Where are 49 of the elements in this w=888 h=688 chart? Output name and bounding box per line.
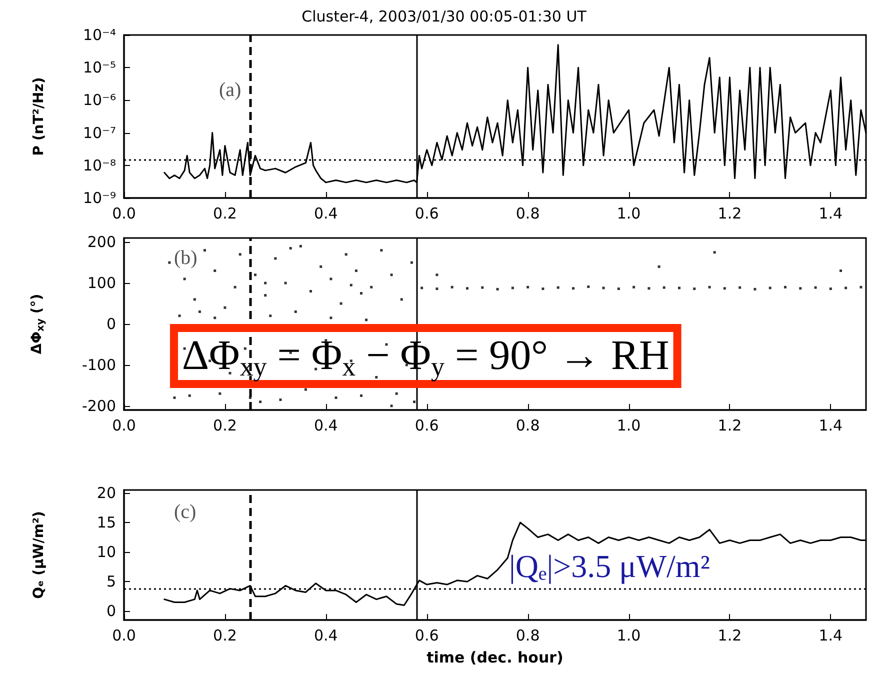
x-tick-label: 1.4	[818, 204, 843, 222]
y-tick-label: 10⁻⁶	[82, 91, 116, 110]
y-tick-label: 5	[106, 572, 116, 591]
y-tick-label: 0	[106, 315, 116, 333]
annotation: (a)	[219, 79, 242, 101]
annotation: (c)	[174, 501, 196, 523]
y-tick-label: 200	[87, 233, 116, 252]
x-axis-title: time (dec. hour)	[426, 648, 564, 666]
x-tick-label: 1.2	[718, 204, 742, 222]
x-tick-label: 0.6	[414, 204, 439, 222]
y-tick-label: -200	[82, 396, 116, 415]
x-tick-label: 0.2	[213, 204, 237, 222]
y-tick-label: -100	[82, 356, 116, 374]
y-tick-label: 10⁻⁷	[82, 124, 116, 142]
x-tick-label: 0.4	[314, 204, 338, 222]
x-tick-label: 0.6	[414, 626, 439, 644]
x-tick-label: 0.6	[414, 416, 439, 434]
y-axis-title: P (nT²/Hz)	[31, 77, 47, 156]
x-tick-label: 0.0	[112, 204, 136, 222]
x-tick-label: 1.0	[616, 626, 641, 644]
y-tick-label: 10⁻⁹	[82, 189, 116, 207]
x-tick-label: 0.8	[516, 416, 540, 434]
y-axis-title: Qₑ (μW/m²)	[31, 511, 47, 599]
x-tick-label: 0.8	[516, 204, 540, 222]
x-tick-label: 1.0	[616, 204, 641, 222]
y-tick-label: 15	[96, 514, 116, 532]
x-tick-label: 1.2	[718, 626, 742, 644]
y-tick-label: 10⁻⁵	[82, 58, 116, 77]
y-axis-title: ΔΦxy (°)	[29, 294, 46, 354]
y-tick-label: 20	[96, 484, 116, 502]
y-tick-label: 10⁻⁴	[82, 26, 116, 44]
x-tick-label: 0.0	[112, 626, 136, 644]
x-tick-label: 0.2	[213, 416, 237, 434]
x-tick-label: 0.4	[314, 626, 338, 644]
annotation: |Qₑ|>3.5 μW/m²	[509, 548, 710, 584]
x-tick-label: 1.4	[818, 626, 843, 644]
y-tick-label: 0	[106, 602, 116, 620]
x-tick-label: 1.4	[818, 416, 843, 434]
chart-title: Cluster-4, 2003/01/30 00:05-01:30 UT	[302, 8, 588, 26]
y-tick-label: 100	[87, 274, 116, 292]
x-tick-label: 0.0	[112, 416, 136, 434]
y-tick-label: 10⁻⁸	[82, 156, 116, 174]
x-tick-label: 0.2	[213, 626, 237, 644]
x-tick-label: 1.0	[616, 416, 641, 434]
annotation: (b)	[174, 247, 198, 269]
x-tick-label: 1.2	[718, 416, 742, 434]
y-tick-label: 10	[96, 543, 116, 562]
x-tick-label: 0.4	[314, 416, 338, 434]
x-tick-label: 0.8	[516, 626, 540, 644]
